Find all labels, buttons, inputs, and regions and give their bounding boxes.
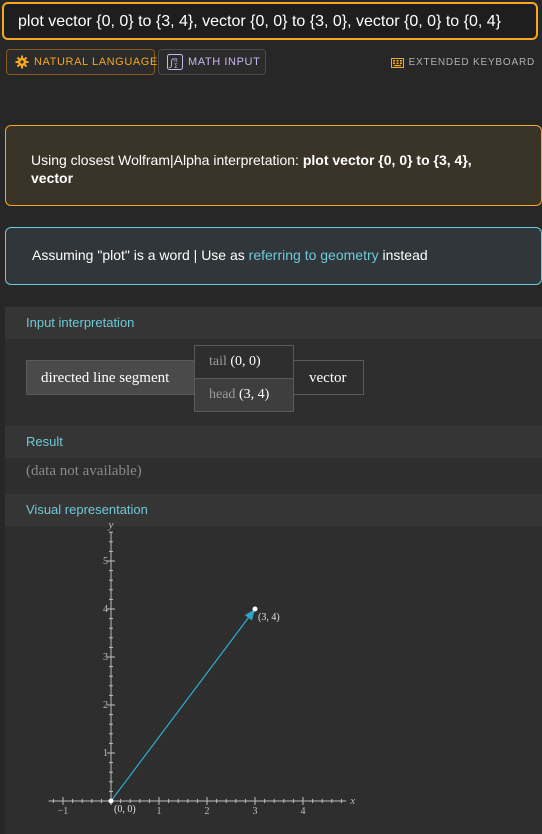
result-text: (data not available) <box>26 463 142 479</box>
keyboard-icon <box>390 57 404 68</box>
x-tick-label: −1 <box>58 806 69 817</box>
head-key: head <box>209 387 236 402</box>
y-tick-label: 1 <box>103 748 108 759</box>
segment-type: vector <box>309 370 347 386</box>
y-tick-label: 4 <box>103 604 108 615</box>
assumption-prefix: Assuming "plot" is a word | Use as <box>32 247 249 263</box>
x-tick-label: 3 <box>253 806 258 817</box>
assumption-notice: Assuming "plot" is a word | Use as refer… <box>5 227 542 285</box>
extended-keyboard-button[interactable]: EXTENDED KEYBOARD <box>390 57 535 68</box>
math-symbols-icon: ∫ π Σ <box>167 54 183 70</box>
natural-language-button[interactable]: NATURAL LANGUAGE <box>6 49 158 75</box>
point-label: (3, 4) <box>258 612 280 623</box>
visual-representation-title: Visual representation <box>26 502 148 517</box>
svg-text:Σ: Σ <box>174 63 178 70</box>
y-tick-label: 5 <box>103 556 108 567</box>
head-cell: head (3, 4) <box>194 378 294 412</box>
tail-cell: tail (0, 0) <box>194 345 294 379</box>
y-tick-label: 2 <box>103 700 108 711</box>
interpretation-text: plot vector {0, 0} to {3, 4}, vector <box>31 152 472 186</box>
query-input[interactable]: plot vector {0, 0} to {3, 4}, vector {0,… <box>2 2 538 40</box>
svg-text:∫: ∫ <box>169 58 175 69</box>
gear-icon <box>15 55 29 69</box>
extended-keyboard-label: EXTENDED KEYBOARD <box>408 57 535 68</box>
input-interpretation-title: Input interpretation <box>26 315 135 330</box>
tail-key: tail <box>209 354 227 369</box>
result-header: Result <box>5 426 542 458</box>
x-tick-label: 2 <box>205 806 210 817</box>
result-title: Result <box>26 434 63 449</box>
point-label: (0, 0) <box>114 804 136 815</box>
data-point <box>252 606 258 612</box>
x-tick-label: 4 <box>301 806 306 817</box>
vector-line <box>110 617 249 802</box>
interpretation-prefix: Using closest Wolfram|Alpha interpretati… <box>31 152 303 168</box>
vector-arrowhead <box>244 609 255 621</box>
interpretation-notice: Using closest Wolfram|Alpha interpretati… <box>5 125 542 206</box>
svg-text:π: π <box>174 57 178 64</box>
query-text[interactable]: plot vector {0, 0} to {3, 4}, vector {0,… <box>18 13 502 30</box>
head-value: (3, 4) <box>238 387 270 402</box>
x-tick-label: 1 <box>157 806 162 817</box>
assumption-suffix: instead <box>378 247 428 263</box>
segment-label: directed line segment <box>41 370 170 386</box>
input-interpretation-header: Input interpretation <box>5 307 542 339</box>
data-point <box>108 798 114 804</box>
visual-representation-header: Visual representation <box>5 494 542 526</box>
math-input-label: MATH INPUT <box>188 56 261 68</box>
x-axis-name: x <box>349 795 355 807</box>
tail-value: (0, 0) <box>230 354 261 369</box>
y-axis-name: y <box>108 519 114 531</box>
natural-language-label: NATURAL LANGUAGE <box>34 56 158 68</box>
math-input-button[interactable]: ∫ π Σ MATH INPUT <box>158 49 266 75</box>
geometry-link[interactable]: referring to geometry <box>248 247 379 263</box>
y-tick-label: 3 <box>103 652 108 663</box>
type-cell: vector <box>293 360 364 395</box>
segment-label-cell: directed line segment <box>26 360 195 395</box>
